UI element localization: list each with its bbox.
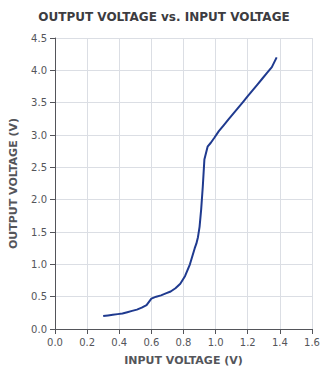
svg-text:1.5: 1.5: [31, 227, 47, 238]
svg-text:INPUT VOLTAGE (V): INPUT VOLTAGE (V): [124, 354, 243, 367]
svg-text:OUTPUT VOLTAGE (V): OUTPUT VOLTAGE (V): [7, 118, 20, 249]
svg-text:1.4: 1.4: [272, 337, 288, 348]
svg-text:0.0: 0.0: [31, 324, 47, 335]
svg-text:0.6: 0.6: [143, 337, 159, 348]
svg-text:4.5: 4.5: [31, 33, 47, 44]
svg-text:3.5: 3.5: [31, 97, 47, 108]
svg-text:3.0: 3.0: [31, 130, 47, 141]
svg-text:0.0: 0.0: [47, 337, 63, 348]
svg-text:0.5: 0.5: [31, 291, 47, 302]
svg-text:0.2: 0.2: [79, 337, 95, 348]
svg-text:0.8: 0.8: [176, 337, 192, 348]
svg-text:2.5: 2.5: [31, 162, 47, 173]
svg-text:0.4: 0.4: [111, 337, 127, 348]
svg-text:1.6: 1.6: [304, 337, 320, 348]
svg-text:4.0: 4.0: [31, 65, 47, 76]
svg-text:2.0: 2.0: [31, 194, 47, 205]
svg-text:1.2: 1.2: [240, 337, 256, 348]
svg-text:1.0: 1.0: [31, 259, 47, 270]
svg-text:OUTPUT VOLTAGE vs. INPUT VOLTA: OUTPUT VOLTAGE vs. INPUT VOLTAGE: [38, 10, 289, 24]
svg-text:1.0: 1.0: [208, 337, 224, 348]
